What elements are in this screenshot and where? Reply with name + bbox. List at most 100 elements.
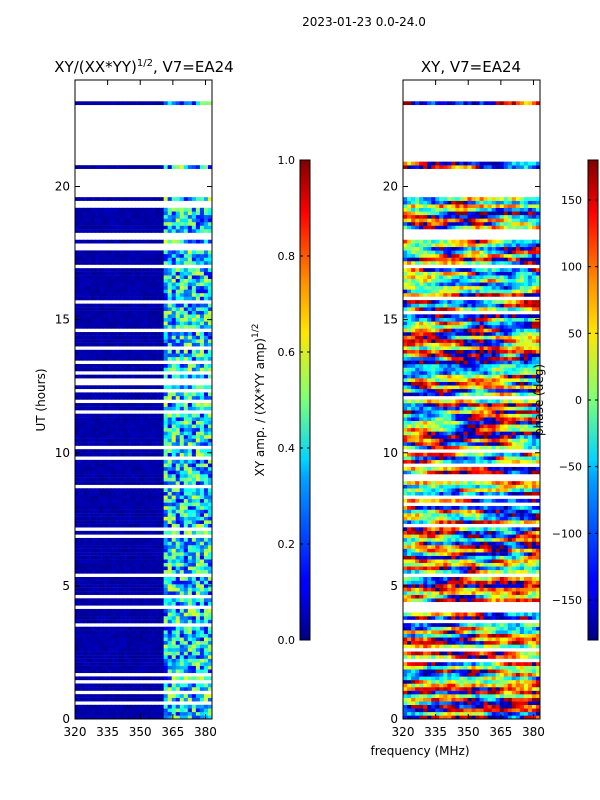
heatmap-cell — [135, 197, 140, 201]
heatmap-cell — [155, 271, 161, 276]
heatmap-cell — [83, 562, 88, 567]
heatmap-cell — [179, 285, 185, 290]
heatmap-cell — [415, 644, 420, 649]
heatmap-cell — [207, 694, 212, 698]
heatmap-cell — [91, 303, 96, 308]
heatmap-cell — [175, 616, 181, 620]
heatmap-cell — [83, 662, 88, 666]
heatmap-cell — [151, 310, 156, 315]
heatmap-cell — [99, 427, 104, 432]
heatmap-cell — [127, 207, 132, 212]
heatmap-cell — [171, 289, 177, 294]
heatmap-cell — [107, 406, 112, 411]
heatmap-cell — [99, 197, 104, 201]
heatmap-cell — [407, 708, 412, 713]
heatmap-cell — [143, 630, 148, 634]
heatmap-cell — [179, 552, 185, 556]
heatmap-cell — [119, 626, 124, 631]
heatmap-cell — [199, 442, 205, 446]
heatmap-cell — [179, 541, 185, 546]
heatmap-cell — [103, 339, 108, 343]
heatmap-cell — [147, 694, 152, 698]
heatmap-cell — [119, 268, 124, 272]
heatmap-cell — [103, 285, 108, 290]
heatmap-cell — [171, 683, 177, 688]
heatmap-cell — [95, 275, 100, 279]
heatmap-cell — [171, 545, 177, 549]
heatmap-cell — [143, 520, 148, 524]
heatmap-cell — [183, 427, 189, 432]
heatmap-cell — [79, 229, 84, 233]
heatmap-cell — [135, 332, 140, 336]
heatmap-cell — [207, 619, 212, 624]
heatmap-cell — [95, 452, 100, 457]
heatmap-cell — [95, 289, 100, 294]
heatmap-cell — [127, 268, 132, 272]
heatmap-cell — [147, 321, 152, 326]
heatmap-cell — [491, 708, 497, 713]
heatmap-cell — [103, 349, 108, 354]
heatmap-cell — [111, 506, 116, 510]
heatmap-cell — [183, 406, 189, 411]
heatmap-cell — [143, 498, 148, 503]
heatmap-cell — [155, 481, 161, 485]
heatmap-cell — [119, 488, 124, 492]
heatmap-cell — [103, 424, 108, 429]
heatmap-cell — [79, 481, 84, 485]
heatmap-cell — [135, 165, 140, 169]
heatmap-cell — [183, 229, 189, 233]
heatmap-cell — [203, 651, 209, 656]
heatmap-cell — [143, 509, 148, 514]
heatmap-cell — [203, 537, 209, 542]
heatmap-cell — [455, 644, 460, 649]
heatmap-cell — [159, 413, 165, 418]
heatmap-cell — [75, 211, 80, 216]
heatmap-cell — [159, 289, 165, 294]
heatmap-cell — [183, 459, 189, 464]
heatmap-cell — [127, 285, 132, 290]
heatmap-cell — [127, 658, 132, 663]
heatmap-cell — [159, 403, 165, 407]
heatmap-cell — [171, 452, 177, 457]
heatmap-cell — [167, 427, 173, 432]
heatmap-cell — [175, 257, 181, 262]
heatmap-cell — [103, 353, 108, 358]
heatmap-cell — [91, 392, 96, 397]
heatmap-cell — [407, 679, 412, 684]
heatmap-cell — [135, 537, 140, 542]
heatmap-cell — [131, 591, 136, 595]
heatmap-cell — [99, 537, 104, 542]
heatmap-cell — [451, 669, 456, 674]
heatmap-cell — [195, 665, 201, 670]
heatmap-cell — [515, 690, 521, 695]
heatmap-cell — [87, 253, 92, 258]
heatmap-cell — [91, 584, 96, 588]
heatmap-cell — [103, 598, 108, 603]
heatmap-cell — [203, 424, 209, 429]
heatmap-cell — [431, 626, 436, 631]
heatmap-cell — [155, 516, 161, 521]
heatmap-cell — [147, 665, 152, 670]
heatmap-cell — [99, 431, 104, 436]
heatmap-cell — [131, 587, 136, 592]
heatmap-cell — [79, 509, 84, 514]
heatmap-cell — [107, 253, 112, 258]
heatmap-cell — [131, 449, 136, 453]
heatmap-cell — [79, 463, 84, 468]
heatmap-cell — [151, 449, 156, 453]
heatmap-cell — [167, 435, 173, 439]
heatmap-cell — [159, 715, 165, 719]
heatmap-cell — [91, 356, 96, 361]
heatmap-cell — [127, 669, 132, 674]
heatmap-cell — [443, 655, 448, 659]
heatmap-cell — [139, 598, 144, 603]
heatmap-cell — [115, 687, 120, 691]
heatmap-cell — [455, 623, 460, 627]
heatmap-cell — [403, 708, 408, 713]
heatmap-cell — [107, 683, 112, 688]
heatmap-cell — [535, 623, 540, 627]
heatmap-cell — [163, 502, 169, 507]
heatmap-cell — [175, 435, 181, 439]
heatmap-cell — [99, 374, 104, 379]
heatmap-cell — [187, 459, 193, 464]
